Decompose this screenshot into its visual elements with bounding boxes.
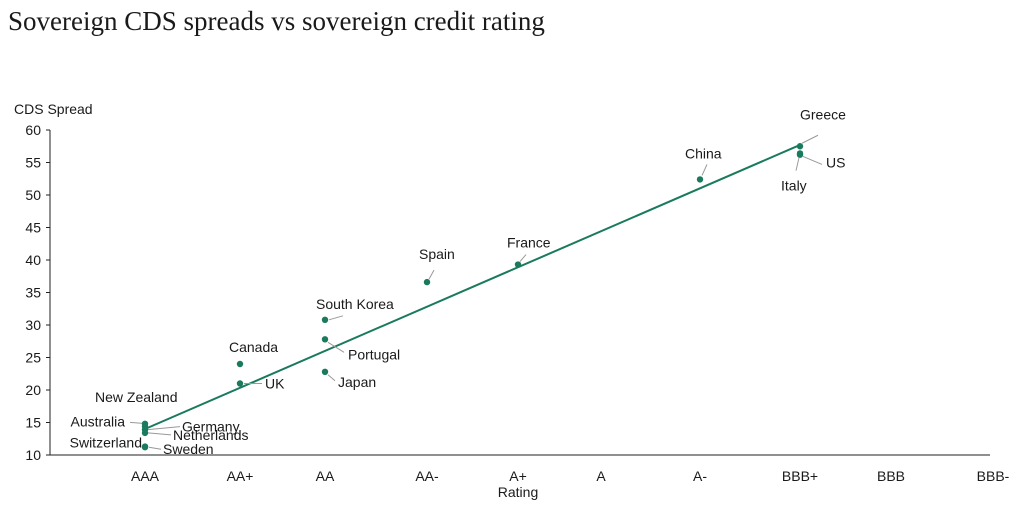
data-label: UK	[265, 376, 285, 392]
data-point	[696, 176, 704, 183]
label-leader-line	[327, 374, 336, 382]
y-tick-label: 35	[25, 285, 41, 301]
data-label: France	[507, 235, 551, 251]
x-tick-label: BBB-	[977, 468, 1010, 484]
label-leader-line	[327, 341, 345, 353]
data-point	[423, 278, 431, 286]
y-tick-label: 20	[25, 382, 41, 398]
label-leader-line	[129, 421, 144, 424]
label-leader-line	[428, 269, 435, 280]
data-label: Japan	[338, 374, 376, 390]
data-label: Sweden	[163, 441, 214, 457]
data-point	[321, 316, 329, 323]
data-label: Germany	[182, 419, 240, 435]
y-tick-label: 30	[25, 317, 41, 333]
label-leader-line	[802, 155, 823, 165]
data-point	[796, 150, 804, 157]
x-tick-label: A	[596, 468, 606, 484]
x-tick-label: BBB	[877, 468, 905, 484]
data-label: Canada	[229, 339, 278, 355]
data-point	[321, 336, 329, 343]
y-tick-label: 40	[25, 252, 41, 268]
data-label: Switzerland	[70, 435, 142, 451]
chart-title: Sovereign CDS spreads vs sovereign credi…	[8, 6, 545, 36]
data-label: Portugal	[348, 346, 400, 362]
x-tick-label: AAA	[131, 468, 160, 484]
data-label: Netherlands	[173, 427, 249, 443]
y-axis-label: CDS Spread	[14, 101, 93, 117]
data-label: Italy	[781, 178, 807, 194]
label-leader-line	[147, 426, 181, 431]
y-tick-label: 55	[25, 155, 41, 171]
y-tick-label: 25	[25, 350, 41, 366]
y-tick-label: 45	[25, 220, 41, 236]
label-leader-line	[795, 157, 800, 171]
y-tick-label: 50	[25, 187, 41, 203]
data-point	[321, 368, 329, 375]
label-leader-line	[519, 254, 527, 262]
data-point	[141, 444, 149, 451]
label-leader-line	[147, 432, 172, 436]
x-tick-label: BBB+	[782, 468, 818, 484]
data-label: South Korea	[316, 296, 394, 312]
data-label: China	[685, 145, 722, 161]
data-label: US	[826, 154, 845, 170]
trend-line	[144, 144, 801, 430]
y-tick-label: 10	[25, 447, 41, 463]
x-tick-label: AA-	[415, 468, 439, 484]
data-point	[514, 261, 522, 268]
y-tick-label: 15	[25, 415, 41, 431]
x-tick-label: AA+	[227, 468, 254, 484]
x-tick-label: A+	[509, 468, 527, 484]
data-label: Greece	[800, 106, 846, 122]
label-leader-line	[148, 446, 162, 450]
label-leader-line	[328, 315, 344, 321]
label-leader-line	[801, 134, 819, 144]
data-point	[236, 360, 244, 368]
y-tick-label: 60	[25, 122, 41, 138]
x-axis-label: Rating	[498, 484, 538, 500]
x-tick-label: A-	[693, 468, 707, 484]
data-label: Australia	[71, 413, 126, 429]
label-leader-line	[701, 164, 708, 176]
data-point	[236, 380, 244, 387]
data-label: New Zealand	[95, 389, 178, 405]
data-point	[796, 143, 804, 150]
x-tick-label: AA	[316, 468, 335, 484]
data-point	[141, 429, 149, 437]
data-label: Spain	[419, 246, 455, 262]
